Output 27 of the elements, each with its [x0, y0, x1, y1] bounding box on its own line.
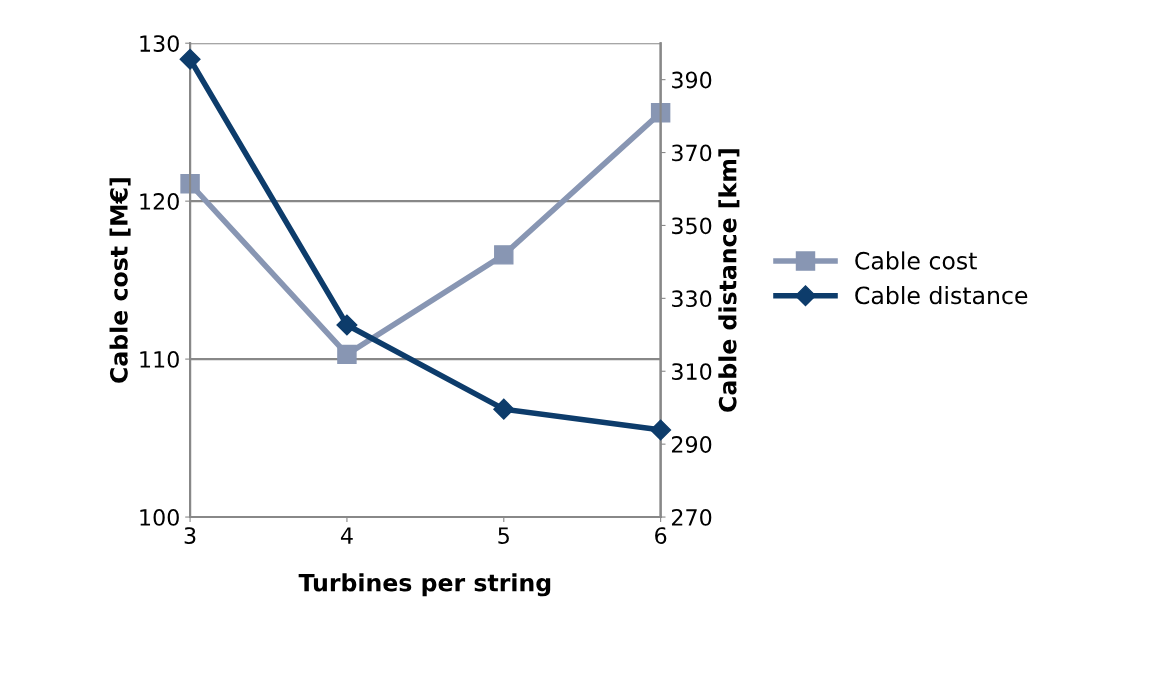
y2-tick-label: 290	[671, 436, 712, 453]
point	[493, 398, 515, 420]
point	[179, 48, 201, 70]
x-tick-label: 5	[498, 527, 509, 544]
point	[494, 245, 514, 265]
y2-tick-label: 330	[672, 290, 712, 308]
point	[180, 174, 200, 194]
y2-tick-label: 350	[672, 217, 712, 235]
y-axis-title: Cable cost [M€]	[109, 178, 131, 383]
point	[337, 344, 357, 365]
legend-label: Cable distance	[855, 286, 1028, 305]
y2-tick-label: 270	[671, 509, 712, 526]
y-tick-label: 110	[140, 351, 179, 368]
x-tick-label: 4	[340, 527, 353, 544]
legend-label: Cable cost	[855, 251, 977, 270]
y2-tick-label: 390	[672, 71, 712, 89]
y-tick-label: 130	[140, 35, 179, 52]
y2-tick-label: 310	[672, 363, 712, 381]
y-tick-label: 120	[140, 193, 179, 210]
x-tick-label: 3	[184, 527, 196, 544]
y-tick-label: 100	[140, 509, 179, 526]
x-tick-label: 6	[655, 527, 667, 544]
x-axis-title: Turbines per string	[298, 573, 551, 597]
y2-tick-label: 370	[672, 144, 712, 162]
y2-axis-title: Cable distance [km]	[718, 149, 740, 412]
point	[336, 314, 358, 336]
point	[650, 419, 672, 441]
